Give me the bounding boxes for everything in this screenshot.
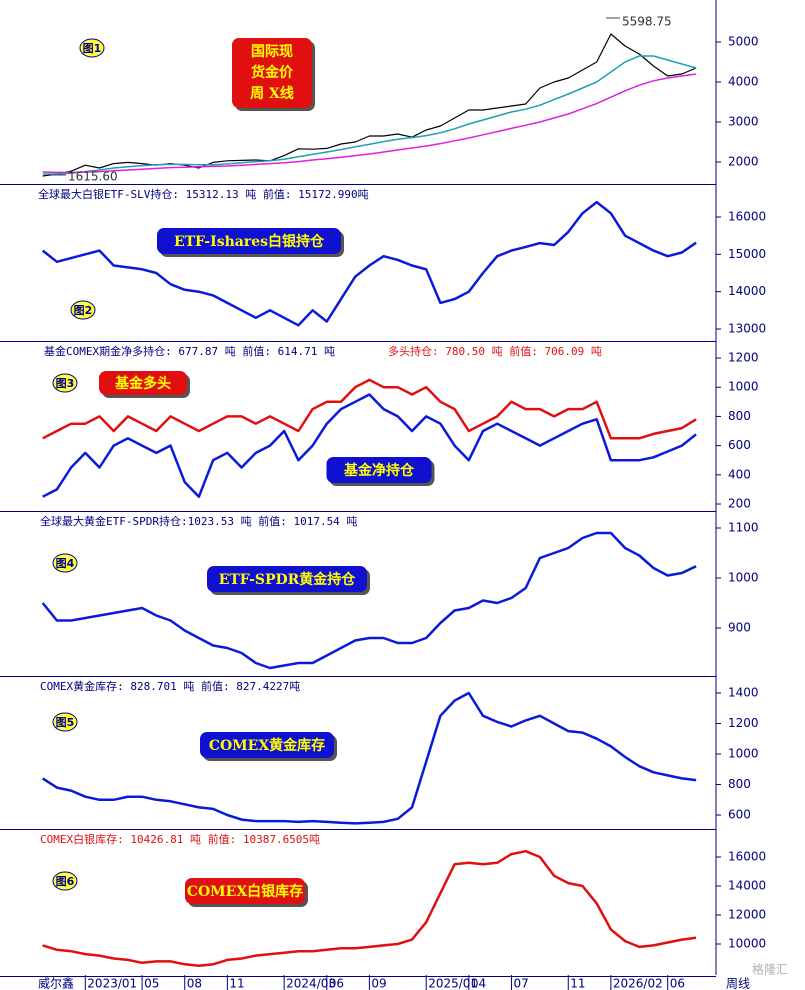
footer-left: 威尔鑫: [38, 976, 74, 990]
series-line: [42, 73, 697, 174]
series-line: [42, 691, 697, 825]
series-line: [42, 849, 697, 967]
badge: [79, 38, 105, 58]
tag-text: COMEX黄金库存: [209, 737, 325, 754]
y-tick-label: 14000: [728, 878, 766, 892]
y-tick-label: 1000: [728, 571, 759, 585]
y-tick-label: 1400: [728, 685, 759, 699]
annotation: 1615.60: [68, 170, 118, 184]
badge: [52, 871, 78, 891]
tag-box: [185, 878, 305, 904]
badge: [52, 553, 78, 573]
panel-header: COMEX白银库存: 10426.81 吨 前值: 10387.6505吨: [40, 832, 320, 846]
watermark: 格隆汇: [752, 962, 788, 977]
x-tick-label: 2026/02: [613, 977, 663, 990]
annotation: 5598.75: [622, 15, 672, 29]
y-tick-label: 10000: [728, 936, 766, 950]
badge-text: 图1: [83, 42, 102, 55]
y-tick-label: 600: [728, 438, 751, 452]
tag-box: [207, 566, 367, 592]
y-tick-label: 1200: [728, 716, 759, 730]
tag-box: [232, 38, 312, 108]
y-tick-label: 1000: [728, 746, 759, 760]
y-tick-label: 3000: [728, 115, 759, 129]
y-tick-label: 5000: [728, 35, 759, 49]
tag-text: 基金净持仓: [344, 462, 415, 479]
y-tick-label: 15000: [728, 247, 766, 261]
tag-box: [99, 371, 187, 395]
panel-header: 全球最大白银ETF-SLV持仓: 15312.13 吨 前值: 15172.99…: [38, 187, 369, 201]
tag-text: 货金价: [250, 64, 294, 81]
y-tick-label: 600: [728, 808, 751, 822]
badge-text: 图6: [56, 875, 75, 888]
x-tick-label: 09: [371, 977, 386, 990]
y-tick-label: 900: [728, 621, 751, 635]
tag-text: ETF-Ishares白银持仓: [174, 233, 325, 250]
y-tick-label: 4000: [728, 75, 759, 89]
y-tick-label: 400: [728, 467, 751, 481]
badge: [70, 300, 96, 320]
badge-text: 图5: [56, 716, 75, 729]
badge-text: 图3: [56, 377, 75, 390]
x-tick-label: 06: [670, 977, 685, 990]
y-tick-label: 800: [728, 777, 751, 791]
x-tick-label: 05: [144, 977, 159, 990]
y-tick-label: 1100: [728, 521, 759, 535]
y-tick-label: 12000: [728, 907, 766, 921]
x-tick-label: 04: [471, 977, 486, 990]
x-tick-label: 2023/01: [87, 977, 137, 990]
x-tick-label: 08: [187, 977, 202, 990]
series-line: [42, 378, 697, 440]
tag-text: 国际现: [251, 44, 293, 60]
x-tick-label: 2025/01: [428, 977, 478, 990]
y-tick-label: 2000: [728, 155, 759, 169]
panel-header: 全球最大黄金ETF-SPDR持仓:1023.53 吨 前值: 1017.54 吨: [40, 514, 357, 528]
tag-box: [157, 228, 341, 254]
panel-header: COMEX黄金库存: 828.701 吨 前值: 827.4227吨: [40, 679, 300, 693]
badge-text: 图2: [74, 304, 93, 317]
y-tick-label: 13000: [728, 321, 766, 335]
y-tick-label: 1200: [728, 351, 759, 365]
series-line: [41, 200, 697, 327]
series-line: [42, 393, 697, 498]
tag-text: COMEX白银库存: [187, 883, 303, 900]
series-line: [42, 55, 697, 175]
x-tick-label: 06: [329, 977, 344, 990]
tag-text: 周 X线: [250, 85, 294, 102]
panel-header: 基金COMEX期金净多持仓: 677.87 吨 前值: 614.71 吨: [44, 344, 335, 358]
x-tick-label: 11: [570, 977, 585, 990]
y-tick-label: 200: [728, 497, 751, 511]
badge-text: 图4: [56, 557, 75, 570]
x-tick-label: 11: [229, 977, 244, 990]
tag-box: [326, 457, 432, 483]
footer-right: 周线: [726, 977, 750, 990]
tag-box: [200, 732, 334, 758]
x-tick-label: 07: [513, 977, 528, 990]
y-tick-label: 800: [728, 409, 751, 423]
badge: [52, 373, 78, 393]
tag-text: ETF-SPDR黄金持仓: [219, 571, 357, 588]
x-tick-label: 2024/03: [286, 977, 336, 990]
y-tick-label: 16000: [728, 849, 766, 863]
tag-text: 基金多头: [115, 375, 171, 392]
badge: [52, 712, 78, 732]
y-tick-label: 16000: [728, 209, 766, 223]
series-line: [41, 531, 697, 670]
panel-header: 多头持仓: 780.50 吨 前值: 706.09 吨: [388, 344, 602, 358]
y-tick-label: 1000: [728, 380, 759, 394]
y-tick-label: 14000: [728, 284, 766, 298]
